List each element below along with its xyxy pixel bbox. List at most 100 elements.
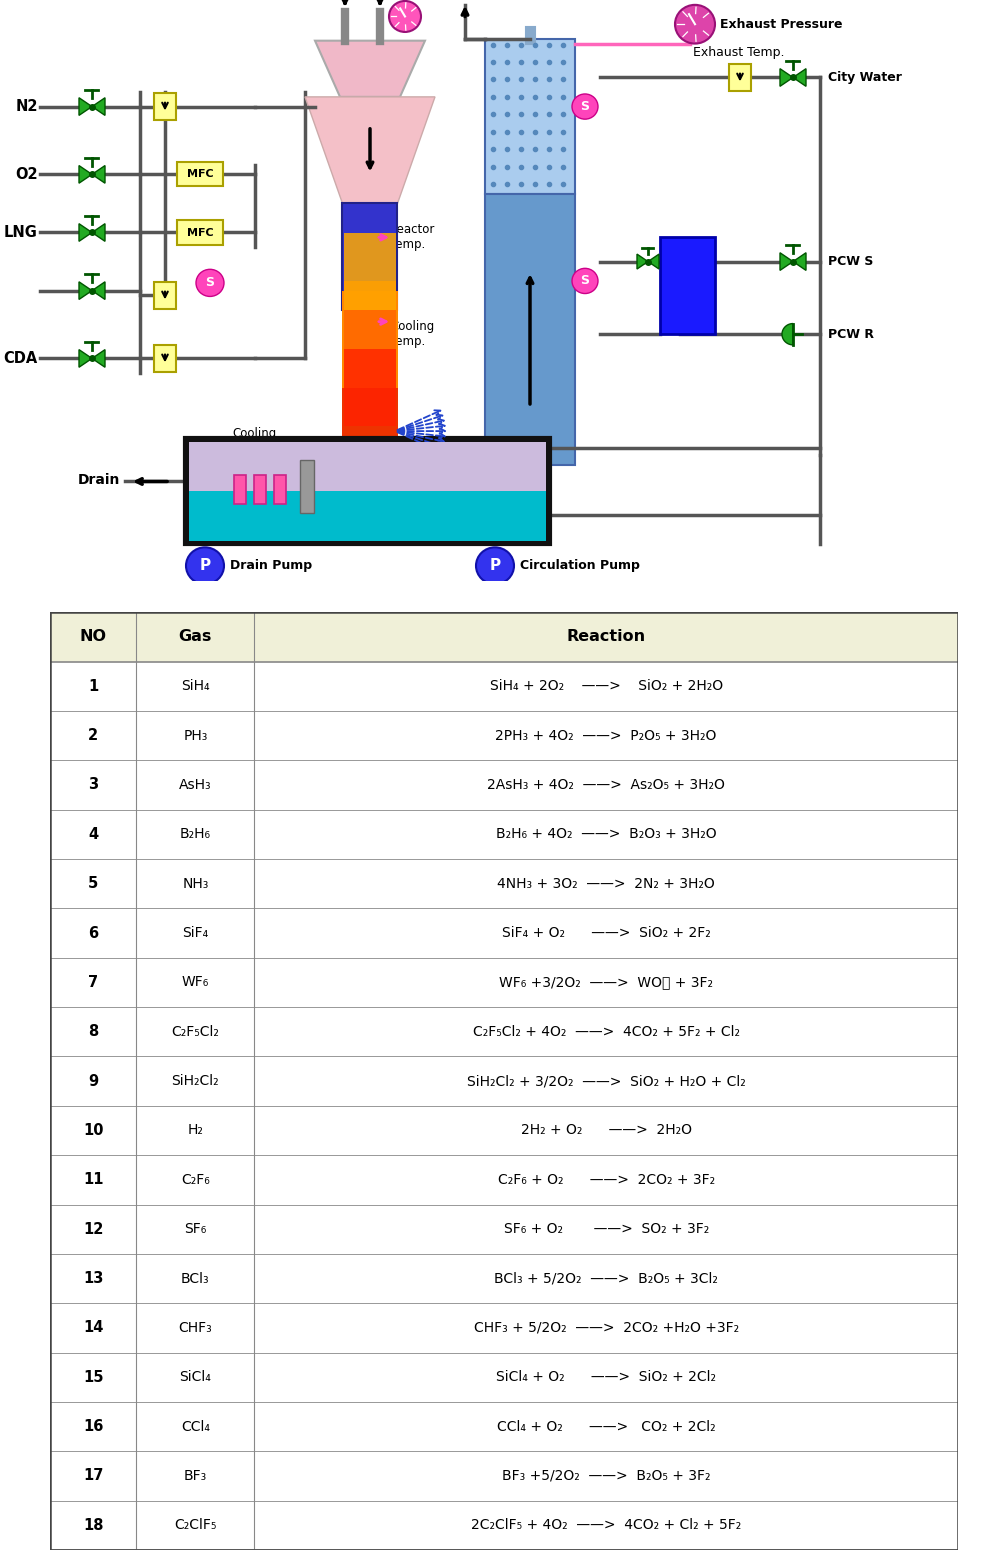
Text: SF₆ + O₂       ——>  SO₂ + 3F₂: SF₆ + O₂ ——> SO₂ + 3F₂	[503, 1223, 708, 1237]
Bar	[50, 809, 957, 859]
Text: SiCl₄ + O₂      ——>  SiO₂ + 2Cl₂: SiCl₄ + O₂ ——> SiO₂ + 2Cl₂	[496, 1370, 715, 1384]
Text: 9: 9	[88, 1074, 98, 1088]
Bar	[188, 491, 545, 541]
Bar	[233, 474, 245, 504]
Bar	[50, 1500, 957, 1550]
Bar	[50, 612, 957, 662]
Bar	[50, 662, 957, 711]
Text: SiCl₄: SiCl₄	[179, 1370, 211, 1384]
Text: 2AsH₃ + 4O₂  ——>  As₂O₅ + 3H₂O: 2AsH₃ + 4O₂ ——> As₂O₅ + 3H₂O	[487, 778, 724, 792]
Text: Exhaust Temp.: Exhaust Temp.	[692, 45, 784, 59]
Bar	[342, 203, 397, 310]
Bar	[154, 93, 175, 121]
Text: BCl₃: BCl₃	[181, 1271, 209, 1285]
Text: SiH₂Cl₂ + 3/2O₂  ——>  SiO₂ + H₂O + Cl₂: SiH₂Cl₂ + 3/2O₂ ——> SiO₂ + H₂O + Cl₂	[466, 1074, 744, 1088]
Text: Circulation Pump: Circulation Pump	[519, 560, 639, 572]
Bar	[485, 194, 574, 465]
Text: 16: 16	[83, 1420, 103, 1434]
Text: Cooling
Temp.: Cooling Temp.	[232, 426, 277, 454]
Text: SiH₄ + 2O₂    ——>    SiO₂ + 2H₂O: SiH₄ + 2O₂ ——> SiO₂ + 2H₂O	[489, 679, 722, 693]
Text: Reaction: Reaction	[566, 629, 645, 645]
Text: CHF₃ + 5/2O₂  ——>  2CO₂ +H₂O +3F₂: CHF₃ + 5/2O₂ ——> 2CO₂ +H₂O +3F₂	[473, 1321, 737, 1335]
Bar	[50, 859, 957, 908]
Polygon shape	[92, 223, 105, 242]
Text: WF₆: WF₆	[181, 975, 208, 989]
Text: 7: 7	[88, 975, 98, 990]
Bar	[659, 237, 714, 335]
Text: 11: 11	[83, 1172, 103, 1187]
Polygon shape	[305, 96, 435, 203]
Text: P: P	[199, 558, 210, 574]
Polygon shape	[79, 166, 92, 183]
Polygon shape	[782, 324, 793, 346]
Text: MFC: MFC	[186, 169, 213, 180]
Text: PCW R: PCW R	[828, 327, 873, 341]
Polygon shape	[92, 98, 105, 115]
Text: CHF₃: CHF₃	[178, 1321, 212, 1335]
Bar	[50, 1451, 957, 1500]
Text: 3: 3	[88, 778, 98, 792]
Bar	[50, 1304, 957, 1353]
Polygon shape	[793, 68, 806, 87]
Circle shape	[476, 547, 513, 584]
Text: Gas Out: Gas Out	[432, 0, 487, 3]
Polygon shape	[79, 223, 92, 242]
Text: 12: 12	[83, 1221, 103, 1237]
Text: C₂F₆ + O₂      ——>  2CO₂ + 3F₂: C₂F₆ + O₂ ——> 2CO₂ + 3F₂	[497, 1173, 714, 1187]
Text: S: S	[205, 276, 214, 290]
Text: NH₃: NH₃	[182, 877, 208, 891]
Bar	[274, 474, 286, 504]
Text: 2: 2	[88, 728, 98, 742]
Text: SF₆: SF₆	[184, 1223, 206, 1237]
Text: SiF₄ + O₂      ——>  SiO₂ + 2F₂: SiF₄ + O₂ ——> SiO₂ + 2F₂	[501, 925, 709, 939]
Polygon shape	[92, 282, 105, 299]
Text: C₂ClF₅: C₂ClF₅	[174, 1519, 216, 1533]
Text: City Water: City Water	[828, 71, 901, 84]
Polygon shape	[79, 282, 92, 299]
Text: C₂F₅Cl₂: C₂F₅Cl₂	[171, 1025, 219, 1038]
Text: 4NH₃ + 3O₂  ——>  2N₂ + 3H₂O: 4NH₃ + 3O₂ ——> 2N₂ + 3H₂O	[497, 877, 714, 891]
Text: BF₃: BF₃	[183, 1469, 206, 1483]
Text: AsH₃: AsH₃	[179, 778, 211, 792]
Text: CDA: CDA	[4, 350, 38, 366]
Text: 2C₂ClF₅ + 4O₂  ——>  4CO₂ + Cl₂ + 5F₂: 2C₂ClF₅ + 4O₂ ——> 4CO₂ + Cl₂ + 5F₂	[471, 1519, 740, 1533]
Bar	[50, 1204, 957, 1254]
Text: Exhaust Pressure: Exhaust Pressure	[719, 17, 842, 31]
Text: S: S	[580, 101, 589, 113]
Text: WF₆ +3/2O₂  ——>  WOゃ + 3F₂: WF₆ +3/2O₂ ——> WOゃ + 3F₂	[499, 975, 712, 989]
Text: BCl₃ + 5/2O₂  ——>  B₂O₅ + 3Cl₂: BCl₃ + 5/2O₂ ——> B₂O₅ + 3Cl₂	[494, 1271, 717, 1285]
Bar	[154, 346, 175, 372]
Text: S: S	[580, 274, 589, 287]
Bar	[50, 1155, 957, 1204]
Bar	[50, 761, 957, 809]
Bar	[342, 291, 398, 388]
Bar	[50, 1008, 957, 1057]
Bar	[254, 474, 266, 504]
Bar	[188, 442, 545, 491]
Text: N2: N2	[15, 99, 38, 115]
Polygon shape	[636, 254, 647, 270]
Text: 15: 15	[83, 1370, 103, 1384]
Text: 5: 5	[88, 876, 98, 891]
Bar	[50, 1254, 957, 1304]
Circle shape	[185, 547, 223, 584]
Bar	[50, 1105, 957, 1155]
Text: PCW S: PCW S	[828, 256, 873, 268]
Circle shape	[571, 95, 597, 119]
Bar	[50, 711, 957, 761]
Bar	[50, 1353, 957, 1401]
Polygon shape	[780, 253, 793, 270]
Bar	[154, 282, 175, 308]
Bar	[176, 163, 222, 186]
Bar	[485, 39, 574, 194]
Polygon shape	[647, 254, 658, 270]
Text: SiH₄: SiH₄	[181, 679, 209, 693]
Polygon shape	[780, 68, 793, 87]
Polygon shape	[92, 350, 105, 367]
Text: 14: 14	[83, 1321, 103, 1336]
Circle shape	[674, 5, 714, 43]
Text: 17: 17	[83, 1468, 103, 1483]
Bar	[50, 958, 957, 1008]
Text: Gas: Gas	[178, 629, 211, 645]
Polygon shape	[79, 98, 92, 115]
